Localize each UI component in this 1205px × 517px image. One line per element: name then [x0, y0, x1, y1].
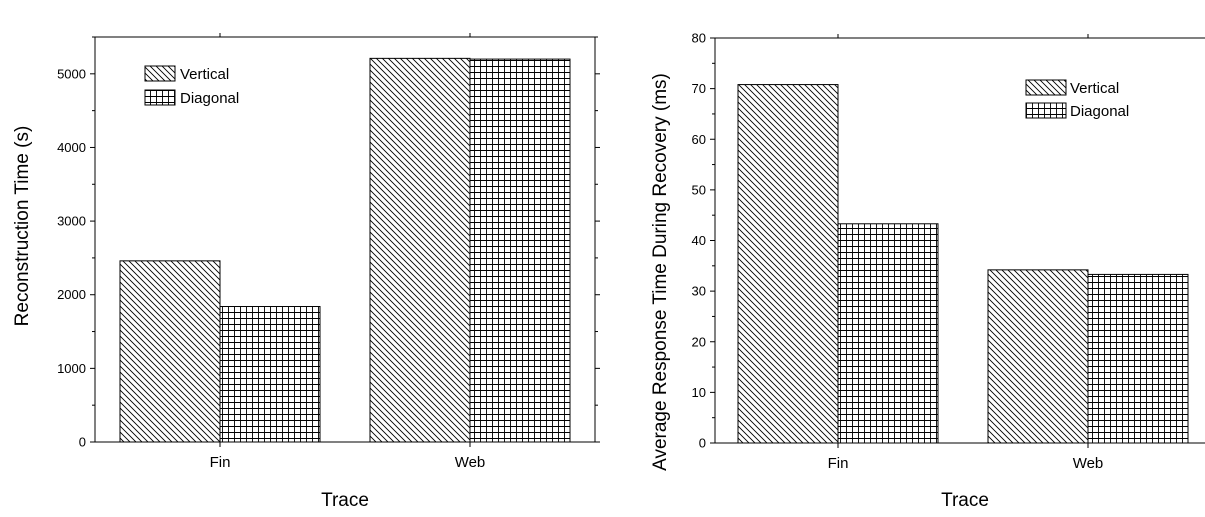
y-tick-label: 3000	[57, 214, 86, 229]
bar-vertical-web	[987, 269, 1089, 444]
y-tick-label: 30	[692, 284, 706, 299]
axes: 0 10 20 30 40 50 60 70 80 Fin Web	[692, 31, 1205, 472]
x-tick-label: Web	[1073, 455, 1104, 472]
legend-swatch-diagonal	[1025, 102, 1067, 119]
axes: 0 1000 2000 3000 4000 5000 Fin Web	[57, 33, 600, 471]
legend-swatch-vertical	[144, 65, 176, 82]
y-tick-label: 80	[692, 31, 706, 46]
y-tick-label: 50	[692, 182, 706, 197]
legend-label-vertical: Vertical	[180, 66, 229, 83]
legend-label-diagonal: Diagonal	[180, 90, 239, 107]
bar-diagonal-fin	[837, 223, 939, 444]
x-tick-label: Fin	[828, 455, 849, 472]
y-tick-label: 4000	[57, 140, 86, 155]
y-tick-label: 60	[692, 132, 706, 147]
bar-vertical-web	[369, 57, 471, 443]
bar-vertical-fin	[737, 84, 839, 444]
x-axis-title: Trace	[941, 490, 989, 511]
bar-diagonal-web	[1087, 273, 1189, 444]
legend-swatch-diagonal	[144, 89, 176, 106]
y-tick-label: 40	[692, 233, 706, 248]
y-tick-label: 2000	[57, 287, 86, 302]
y-axis-title: Reconstruction Time (s)	[12, 126, 33, 327]
y-tick-label: 1000	[57, 361, 86, 376]
legend: Vertical Diagonal	[144, 65, 239, 107]
x-tick-label: Fin	[210, 454, 231, 471]
y-tick-label: 20	[692, 334, 706, 349]
legend-label-diagonal: Diagonal	[1070, 103, 1129, 120]
bar-diagonal-fin	[219, 306, 321, 443]
y-tick-label: 0	[699, 436, 706, 451]
y-tick-label: 10	[692, 385, 706, 400]
y-tick-label: 5000	[57, 66, 86, 81]
legend-swatch-vertical	[1025, 79, 1067, 96]
chart-response-time: Average Response Time During Recovery (m…	[650, 31, 1205, 511]
x-tick-label: Web	[455, 454, 486, 471]
bars	[119, 57, 571, 443]
legend: Vertical Diagonal	[1025, 79, 1129, 120]
y-axis-title: Average Response Time During Recovery (m…	[650, 73, 671, 471]
chart-reconstruction-time: Reconstruction Time (s) Trace Vertical D…	[12, 33, 600, 511]
bar-diagonal-web	[469, 58, 571, 443]
bar-vertical-fin	[119, 260, 221, 443]
y-tick-label: 70	[692, 81, 706, 96]
y-tick-label: 0	[79, 435, 86, 450]
legend-label-vertical: Vertical	[1070, 80, 1119, 97]
bars	[737, 84, 1189, 444]
x-axis-title: Trace	[321, 490, 369, 511]
